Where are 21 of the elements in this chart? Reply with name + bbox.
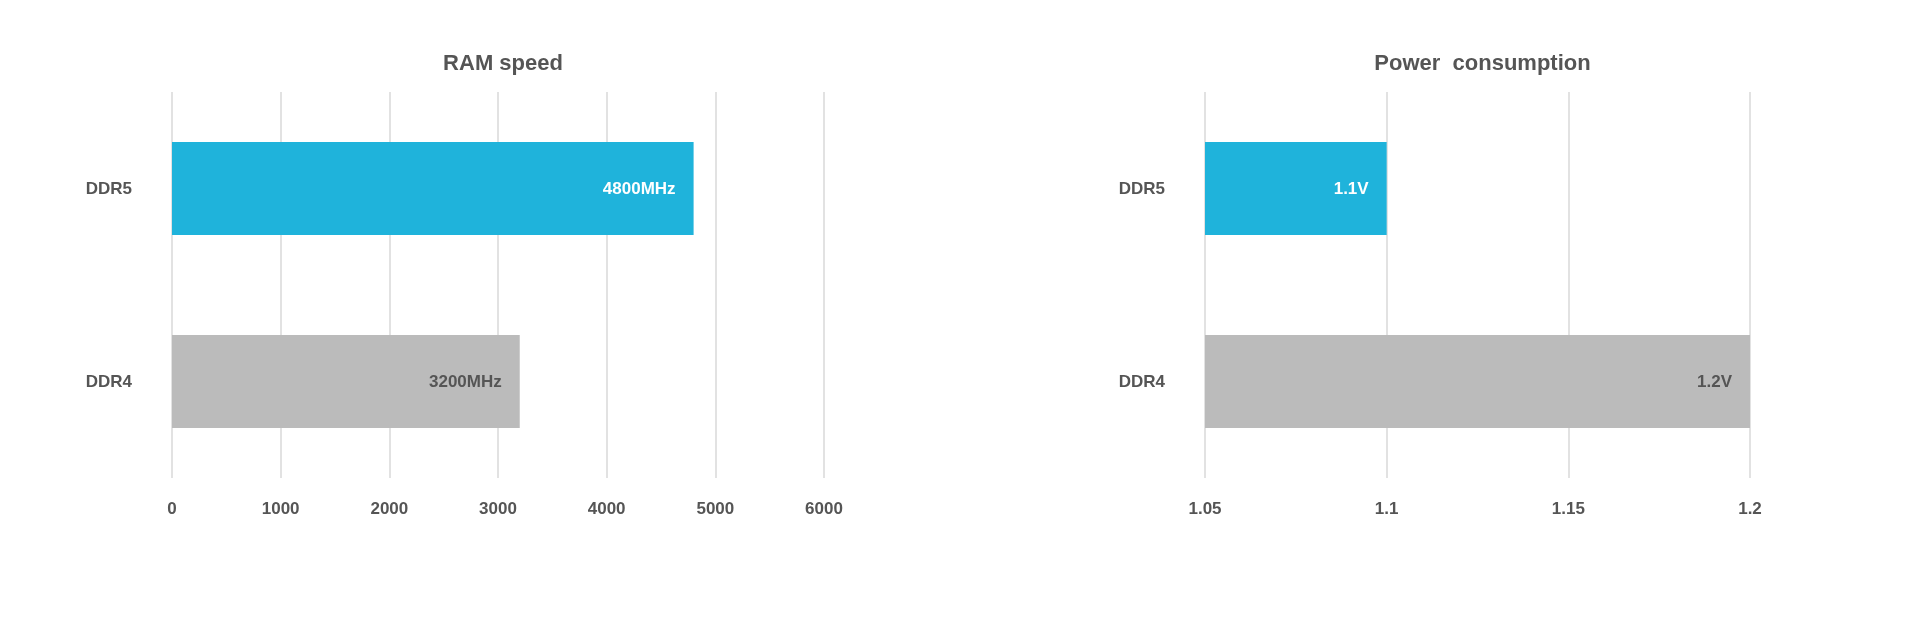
x-tick-label: 6000 (805, 499, 843, 518)
x-tick-label: 1.2 (1738, 499, 1762, 518)
x-tick-label: 1.1 (1374, 499, 1399, 518)
x-tick-label: 1.05 (1188, 499, 1222, 518)
data-label: 3200MHz (428, 372, 502, 391)
chart-title: Power consumption (1374, 49, 1591, 75)
y-tick-label: DDR4 (1118, 372, 1166, 391)
data-label: 1.1V (1333, 179, 1370, 198)
chart-title: RAM speed (443, 49, 563, 75)
x-tick-label: 3000 (479, 499, 517, 518)
y-tick-label: DDR5 (1118, 179, 1165, 198)
y-tick-label: DDR5 (85, 179, 132, 198)
x-tick-label: 1.15 (1551, 499, 1585, 518)
x-tick-label: 1000 (261, 499, 300, 518)
data-label: 4800MHz (602, 179, 676, 198)
x-tick-label: 5000 (696, 499, 735, 518)
x-tick-label: 4000 (587, 499, 626, 518)
data-label: 1.2V (1697, 372, 1733, 391)
x-tick-label: 2000 (370, 499, 409, 518)
x-tick-label: 0 (167, 499, 177, 518)
y-tick-label: DDR4 (85, 372, 133, 391)
